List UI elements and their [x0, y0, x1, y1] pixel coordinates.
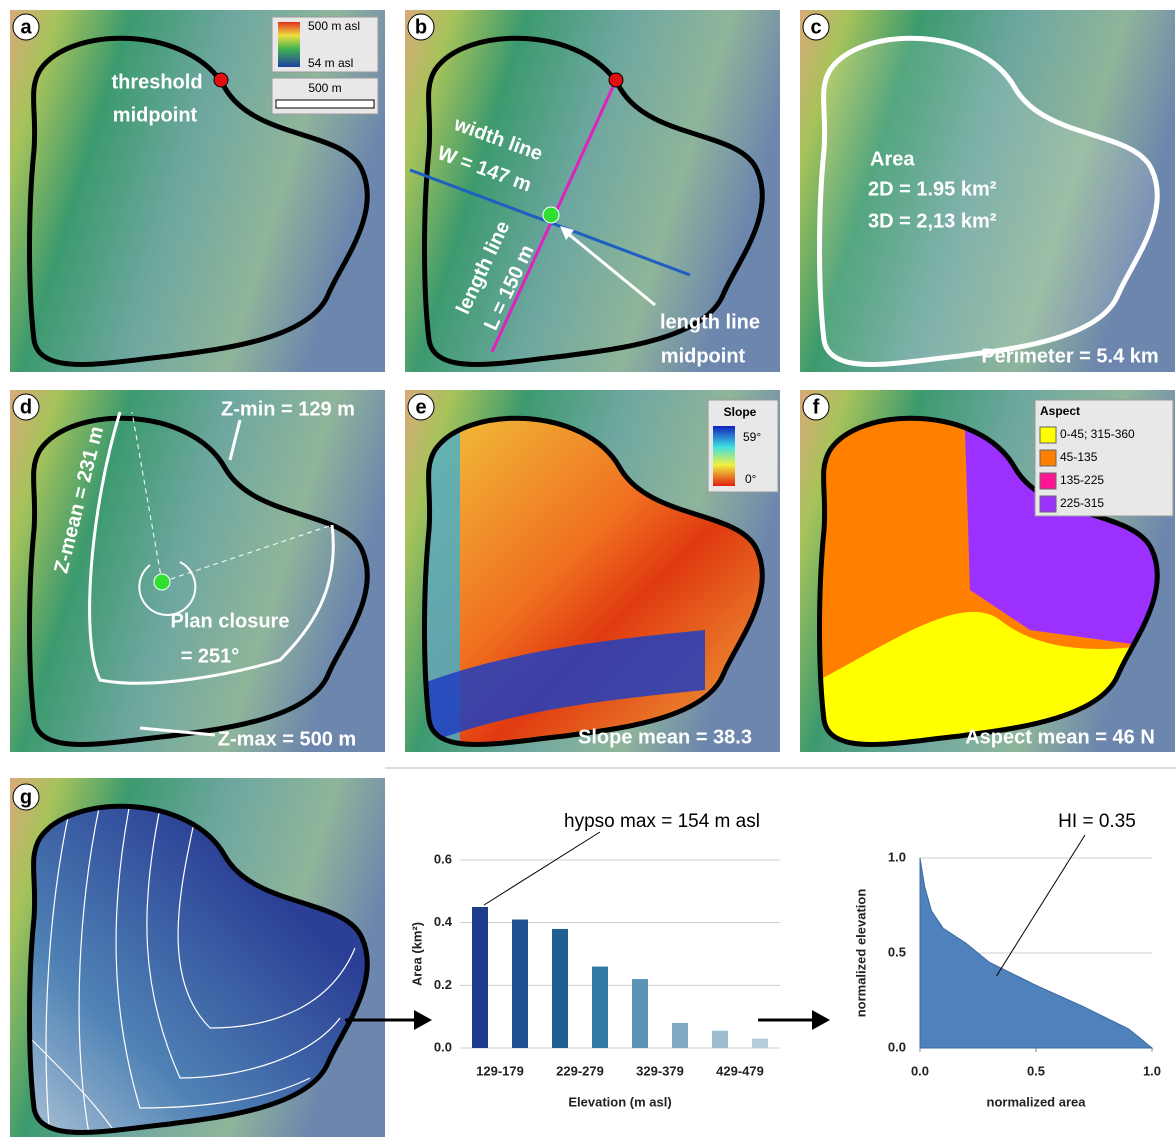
label: Area — [870, 148, 915, 170]
arrow-head — [560, 226, 574, 240]
legend-label: 0° — [745, 472, 757, 486]
annotation-line — [996, 834, 1086, 977]
panel-letter: b — [415, 16, 427, 38]
y-tick-label: 0.6 — [434, 851, 452, 866]
label: midpoint — [113, 104, 198, 126]
x-tick-label: 0.0 — [911, 1063, 929, 1078]
letter-badge — [12, 783, 40, 811]
footer: Perimeter = 5.4 km — [981, 345, 1158, 367]
flow-arrow-head — [414, 1010, 432, 1030]
panel-letter: g — [20, 786, 32, 808]
legend-label: 225-315 — [1060, 496, 1104, 510]
label: Z-max = 500 m — [218, 728, 356, 750]
charts: 0.0 0.2 0.4 0.6 129-179 229-279 329-379 429-479… — [409, 811, 1161, 1109]
midpoint — [542, 206, 560, 224]
legend-box — [1034, 399, 1174, 517]
legend-label: 45-135 — [1060, 450, 1098, 464]
panel-letter: d — [20, 396, 32, 418]
panel-letter: f — [813, 396, 820, 418]
legend-swatch — [1039, 472, 1057, 490]
label: 3D = 2,13 km² — [868, 210, 997, 232]
aspect-legend: 0-45; 315-360 45-135 135-225 225-315 — [1039, 426, 1135, 513]
label: midpoint — [661, 345, 746, 367]
legend-label: 54 m asl — [308, 56, 353, 70]
panel-letters: a b c d e f g — [12, 13, 830, 811]
panel-letter: a — [20, 16, 32, 38]
legend-title: Aspect — [1040, 404, 1080, 418]
legend-swatch — [1039, 449, 1057, 467]
footer: Aspect mean = 46 N — [965, 726, 1155, 748]
bar — [632, 979, 648, 1048]
label: Z-min = 129 m — [221, 398, 355, 420]
label: Plan closure — [171, 610, 290, 632]
annotation: hypso max = 154 m asl — [564, 811, 760, 832]
label: 2D = 1.95 km² — [868, 178, 997, 200]
x-axis-label: Elevation (m asl) — [568, 1094, 671, 1109]
panel-g — [10, 778, 385, 1140]
flow-arrow-head — [812, 1010, 830, 1030]
legend-label: 135-225 — [1060, 473, 1104, 487]
letter-badge — [12, 13, 40, 41]
letter-badge — [802, 13, 830, 41]
x-tick-label: 329-379 — [636, 1063, 684, 1078]
threshold-point — [608, 72, 624, 88]
bar — [472, 907, 488, 1048]
panel-letter: e — [415, 396, 426, 418]
annotation: HI = 0.35 — [1058, 811, 1136, 832]
bar — [552, 928, 568, 1048]
color-ramp — [278, 22, 300, 67]
panel-letter: c — [810, 16, 821, 38]
x-axis-label: normalized area — [987, 1094, 1087, 1109]
color-ramp — [713, 426, 735, 486]
legend-title: Slope — [724, 405, 757, 419]
legend-label: 59° — [743, 430, 761, 444]
y-tick-label: 0.0 — [434, 1039, 452, 1054]
label: = 251° — [181, 645, 240, 667]
legend-swatch — [1039, 426, 1057, 444]
area — [919, 857, 1154, 1049]
y-axis-label: Area (km²) — [409, 922, 424, 986]
x-tick-label: 429-479 — [716, 1063, 764, 1078]
y-tick-label: 0.5 — [888, 944, 906, 959]
y-tick-label: 0.2 — [434, 977, 452, 992]
letter-badge — [802, 393, 830, 421]
bar — [752, 1038, 768, 1048]
letter-badge — [12, 393, 40, 421]
scale-bar — [275, 99, 375, 109]
x-tick-label: 229-279 — [556, 1063, 604, 1078]
bar — [672, 1022, 688, 1048]
arrow — [565, 230, 656, 307]
y-axis-label: normalized elevation — [853, 889, 868, 1018]
letter-badge — [407, 393, 435, 421]
panel-c — [800, 10, 1175, 372]
x-tick-label: 0.5 — [1027, 1063, 1045, 1078]
x-tick-label: 129-179 — [476, 1063, 524, 1078]
legend-label: 0-45; 315-360 — [1060, 427, 1135, 441]
letter-badge — [407, 13, 435, 41]
y-tick-label: 1.0 — [888, 849, 906, 864]
y-tick-label: 0.4 — [434, 914, 453, 929]
scale-label: 500 m — [308, 81, 341, 95]
panel-d — [10, 390, 385, 752]
label: threshold — [111, 71, 202, 93]
y-tick-label: 0.0 — [888, 1039, 906, 1054]
legend-swatch — [1039, 495, 1057, 513]
footer: Slope mean = 38.3 — [578, 726, 752, 748]
label: length line — [660, 311, 760, 333]
x-tick-label: 1.0 — [1143, 1063, 1161, 1078]
bar — [712, 1030, 728, 1048]
bar — [592, 966, 608, 1048]
annotation-line — [483, 831, 601, 906]
legend-label: 500 m asl — [308, 19, 360, 33]
threshold-point — [213, 72, 229, 88]
bar — [512, 919, 528, 1048]
